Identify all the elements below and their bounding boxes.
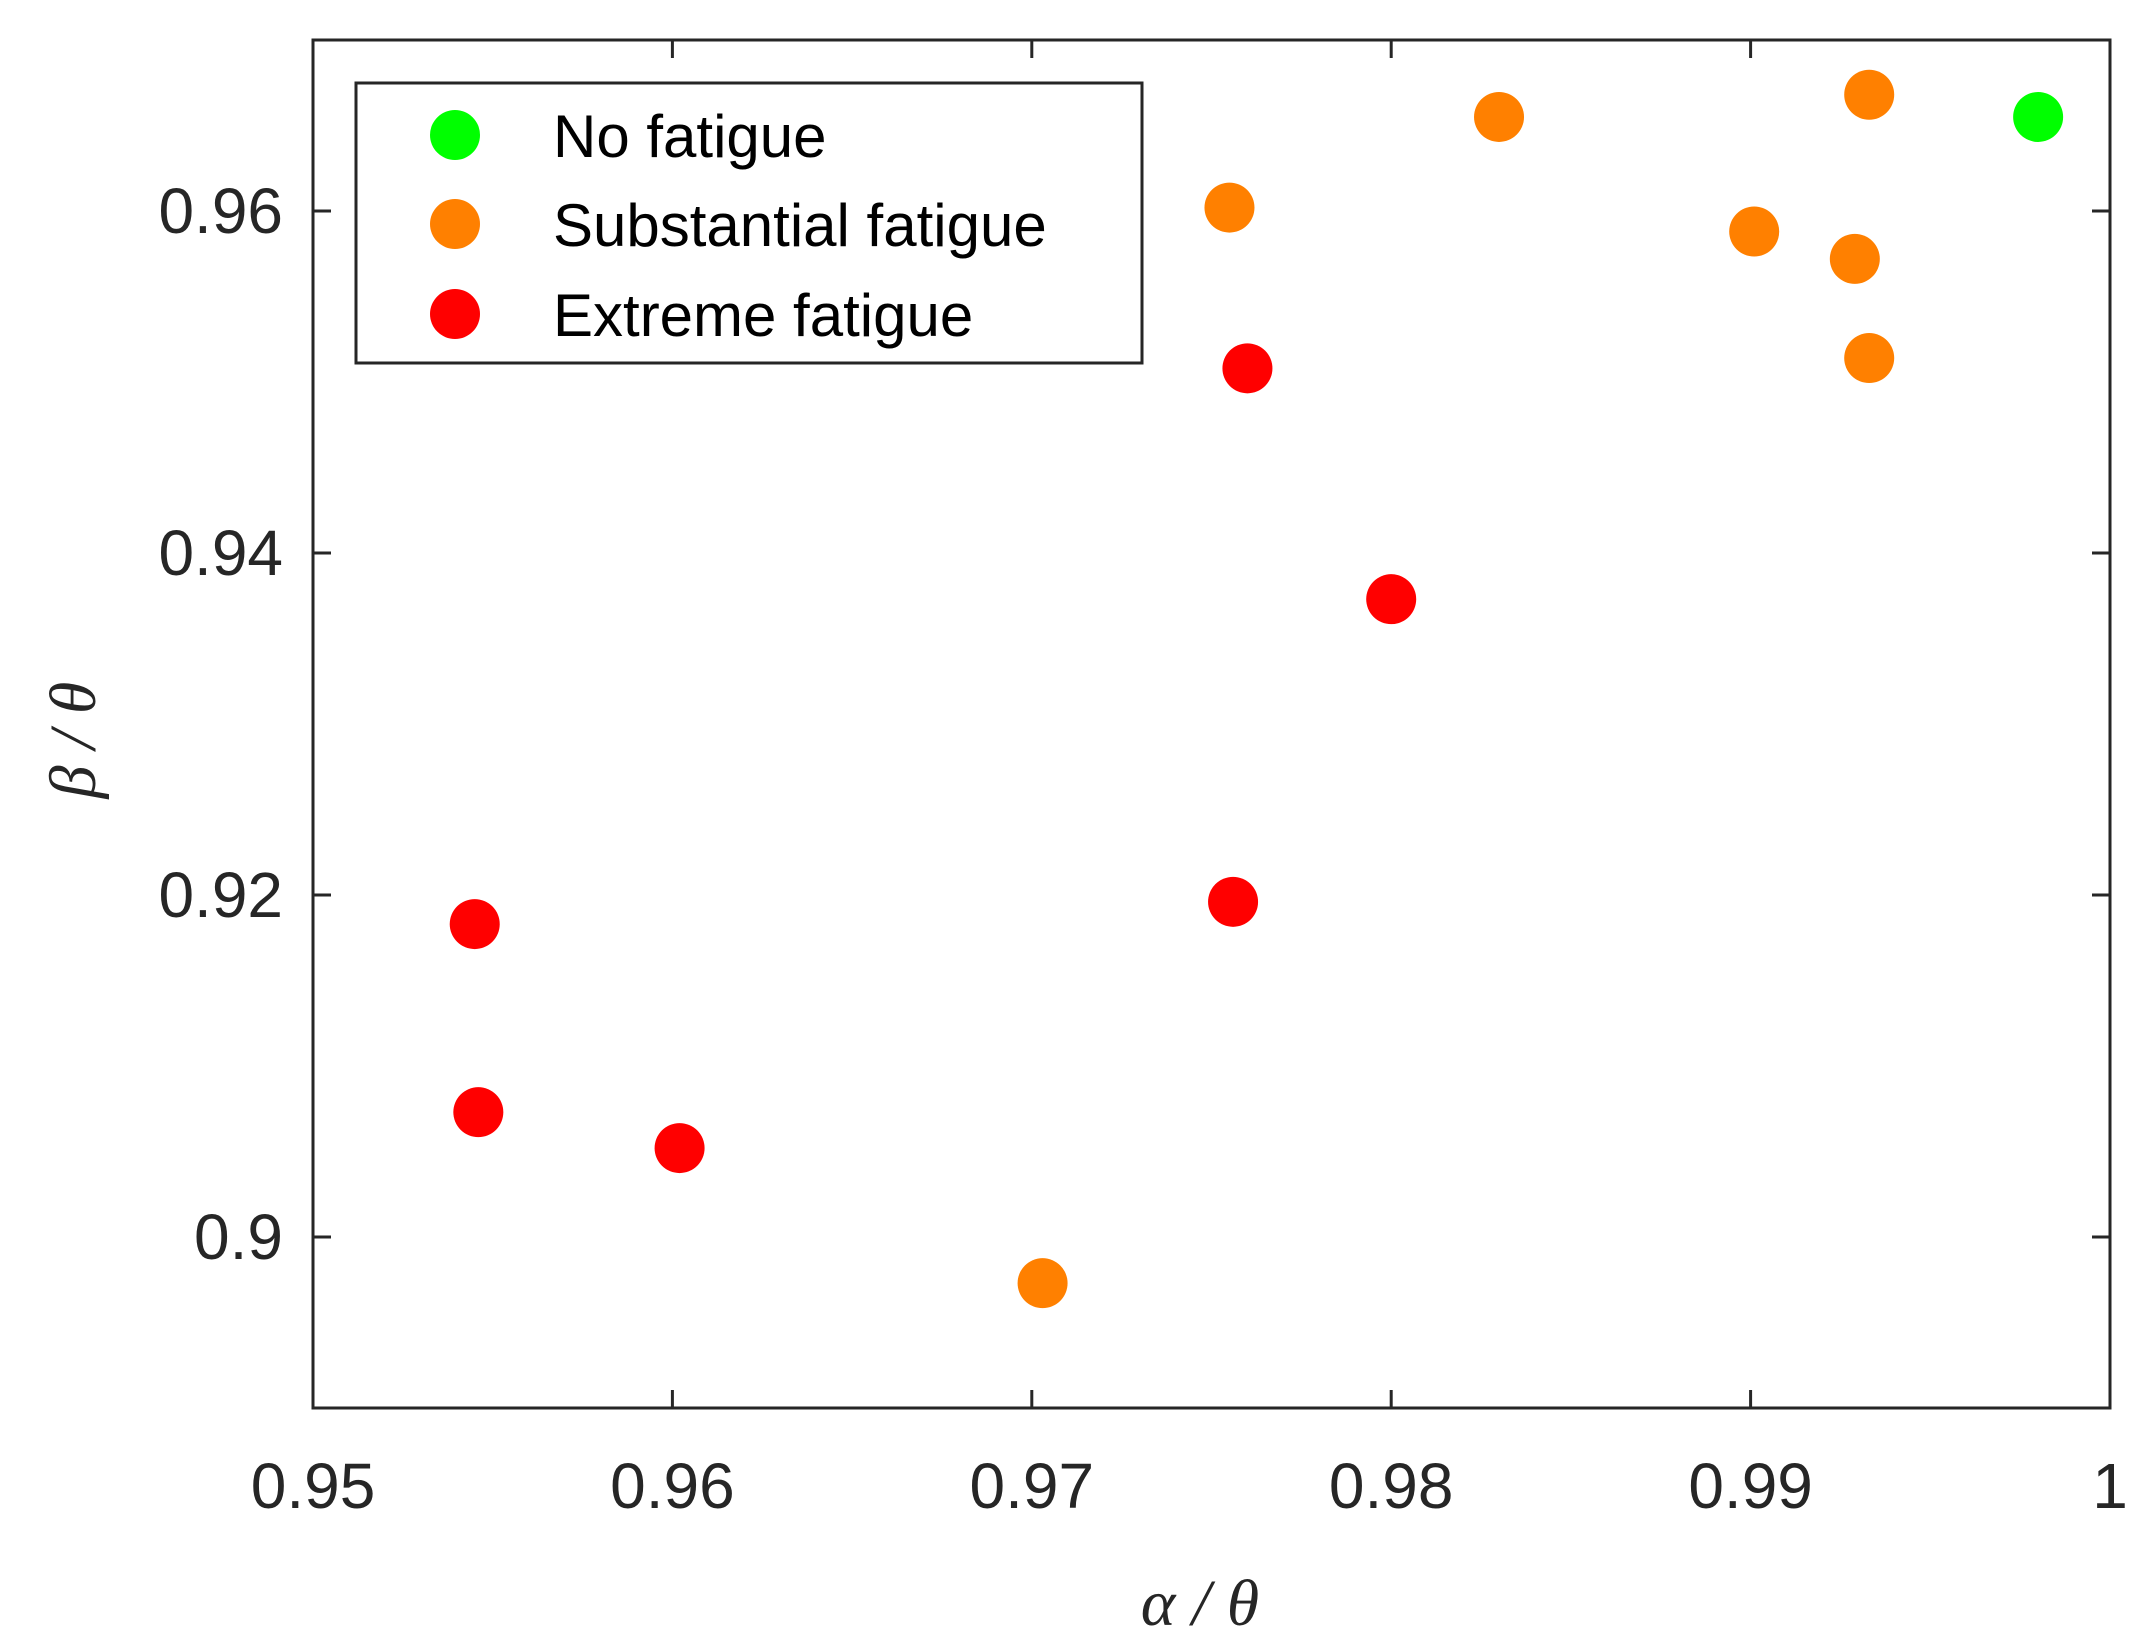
data-point-extreme-fatigue <box>654 1123 705 1174</box>
legend-marker-extreme-fatigue <box>430 289 480 339</box>
x-tick-label: 0.97 <box>970 1450 1095 1522</box>
legend-label-extreme-fatigue: Extreme fatigue <box>553 282 973 349</box>
legend-marker-no-fatigue <box>430 110 480 160</box>
points-layer <box>449 69 2064 1309</box>
legend: No fatigue Substantial fatigue Extreme f… <box>354 81 1144 365</box>
data-point-extreme-fatigue <box>449 899 500 950</box>
data-point-substantial-fatigue <box>1474 91 1525 142</box>
legend-label-substantial-fatigue: Substantial fatigue <box>553 192 1047 259</box>
y-tick-label: 0.96 <box>158 175 283 247</box>
y-axis-label: β / θ <box>37 682 110 801</box>
data-point-extreme-fatigue <box>1366 574 1417 625</box>
data-point-substantial-fatigue <box>1829 233 1880 284</box>
legend-label-no-fatigue: No fatigue <box>553 103 827 170</box>
y-tick-labels: 0.9 0.92 0.94 0.96 <box>158 175 283 1273</box>
data-point-substantial-fatigue <box>1017 1258 1068 1309</box>
data-point-substantial-fatigue <box>1844 333 1895 384</box>
legend-entry-substantial-fatigue: Substantial fatigue <box>430 192 1047 259</box>
x-tick-label: 1 <box>2092 1450 2128 1522</box>
data-point-substantial-fatigue <box>1729 206 1780 257</box>
data-point-substantial-fatigue <box>1844 69 1895 120</box>
legend-entry-no-fatigue: No fatigue <box>430 103 827 170</box>
plot-frame <box>311 38 2112 1410</box>
x-axis-label: α / θ <box>1141 1567 1259 1640</box>
data-point-no-fatigue <box>2013 91 2064 142</box>
legend-box <box>354 81 1144 365</box>
x-tick-labels: 0.95 0.96 0.97 0.98 0.99 1 <box>251 1450 2128 1522</box>
y-tick-label: 0.9 <box>194 1201 283 1273</box>
x-tick-label: 0.95 <box>251 1450 376 1522</box>
legend-marker-substantial-fatigue <box>430 199 480 249</box>
data-point-extreme-fatigue <box>1208 876 1259 927</box>
data-point-substantial-fatigue <box>1204 182 1255 233</box>
legend-entry-extreme-fatigue: Extreme fatigue <box>430 282 973 349</box>
x-tick-label: 0.99 <box>1688 1450 1813 1522</box>
x-tick-label: 0.96 <box>610 1450 735 1522</box>
data-point-extreme-fatigue <box>1222 343 1273 394</box>
data-point-extreme-fatigue <box>453 1087 504 1138</box>
y-tick-label: 0.94 <box>158 517 283 589</box>
y-tick-label: 0.92 <box>158 859 283 931</box>
x-tick-label: 0.98 <box>1329 1450 1454 1522</box>
